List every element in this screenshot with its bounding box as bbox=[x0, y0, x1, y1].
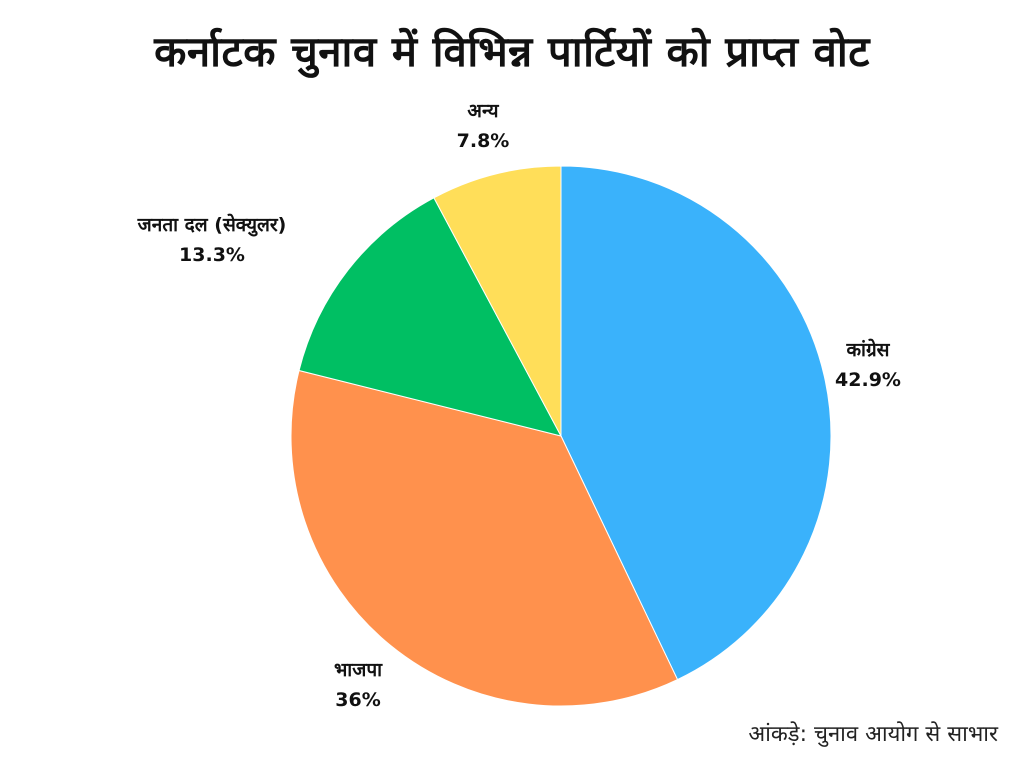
slice-value-jds: 13.3% bbox=[179, 244, 245, 266]
pie-slices bbox=[290, 165, 832, 707]
pie-slice-others bbox=[433, 165, 562, 437]
slice-value-bjp: 36% bbox=[335, 689, 381, 711]
slice-label-congress: कांग्रेस 42.9% bbox=[808, 335, 928, 395]
slice-name-congress: कांग्रेस bbox=[846, 339, 890, 361]
chart-title: कर्नाटक चुनाव में विभिन्न पार्टियों को प… bbox=[154, 27, 870, 76]
pie-slice-bjp bbox=[290, 369, 679, 707]
slice-name-bjp: भाजपा bbox=[333, 659, 383, 681]
slice-label-jds: जनता दल (सेक्युलर) 13.3% bbox=[102, 210, 322, 270]
source-note: आंकड़े: चुनाव आयोग से साभार bbox=[748, 722, 998, 747]
slice-label-bjp: भाजपा 36% bbox=[298, 655, 418, 715]
slice-name-jds: जनता दल (सेक्युलर) bbox=[137, 214, 287, 236]
slice-value-congress: 42.9% bbox=[835, 369, 901, 391]
slice-value-others: 7.8% bbox=[456, 130, 510, 152]
slice-name-others: अन्य bbox=[467, 100, 499, 122]
pie-slice-jds bbox=[298, 197, 562, 437]
pie-slice-congress bbox=[560, 165, 832, 681]
slice-label-others: अन्य 7.8% bbox=[423, 96, 543, 156]
